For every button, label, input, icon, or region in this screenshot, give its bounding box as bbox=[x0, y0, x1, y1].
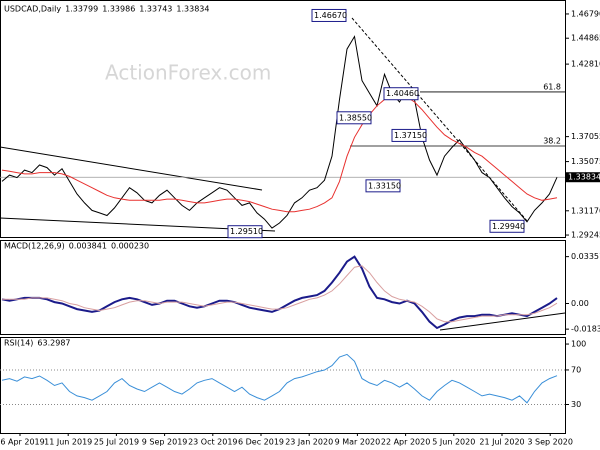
x-tick-label: 25 Jul 2019 bbox=[94, 438, 139, 447]
price-annotation: 1.40460 bbox=[386, 89, 419, 98]
y-tick-label: 1.35075 bbox=[571, 157, 600, 166]
price-annotation: 1.33150 bbox=[368, 181, 401, 190]
x-tick-label: 9 Mar 2020 bbox=[335, 438, 381, 447]
x-tick-label: 6 Dec 2019 bbox=[238, 438, 284, 447]
x-tick-label: 9 Sep 2019 bbox=[142, 438, 188, 447]
price-panel bbox=[0, 0, 566, 238]
y-tick-label: 30 bbox=[571, 400, 581, 409]
fib-label: 61.8 bbox=[543, 82, 561, 91]
indicator-readout: 0.003841 bbox=[69, 242, 107, 251]
panel-title: RSI(14) bbox=[4, 339, 33, 348]
ohlc-value: 1.33834 bbox=[176, 5, 209, 14]
price-annotation: 1.46670 bbox=[314, 11, 347, 20]
last-price-box bbox=[566, 172, 600, 183]
watermark: ActionForex.com bbox=[105, 61, 271, 85]
y-tick-label: 1.29245 bbox=[571, 231, 600, 240]
macd-trend-line bbox=[439, 312, 566, 331]
ohlc-value: 1.33743 bbox=[139, 5, 172, 14]
price-annotation-box bbox=[311, 8, 347, 22]
y-tick-label: 1.44865 bbox=[571, 34, 600, 43]
x-tick-label: 23 Jan 2020 bbox=[285, 438, 333, 447]
y-tick-label: 0.033515 bbox=[571, 252, 600, 261]
y-tick-label: -0.018324 bbox=[571, 325, 600, 334]
price-annotation-box bbox=[391, 128, 427, 142]
price-annotation: 1.38550 bbox=[339, 113, 372, 122]
macd-panel bbox=[0, 240, 566, 335]
x-tick-label: 11 Jun 2019 bbox=[44, 438, 92, 447]
price-annotation-box bbox=[489, 219, 525, 233]
price-annotation: 1.37150 bbox=[394, 131, 427, 140]
y-tick-label: 1.37055 bbox=[571, 132, 600, 141]
panel-title: USDCAD,Daily bbox=[4, 5, 61, 14]
y-tick-label: 1.46790 bbox=[571, 9, 600, 18]
x-tick-label: 22 Apr 2020 bbox=[381, 438, 430, 447]
price-annotation-box bbox=[336, 111, 372, 125]
panel-title: MACD(12,26,9) bbox=[4, 242, 65, 251]
indicator-readout: 63.2987 bbox=[37, 339, 70, 348]
series-line bbox=[1, 353, 558, 404]
y-tick-label: 1.31170 bbox=[571, 206, 600, 215]
trend-line bbox=[0, 146, 263, 191]
ohlc-value: 1.33799 bbox=[65, 5, 98, 14]
y-tick-label: 0.00 bbox=[571, 299, 589, 308]
price-annotation-box bbox=[365, 179, 401, 193]
rsi-panel bbox=[0, 337, 566, 434]
y-tick-label: 70 bbox=[571, 365, 581, 374]
price-annotation-box bbox=[383, 87, 419, 101]
x-tick-label: 5 Jun 2020 bbox=[432, 438, 475, 447]
y-tick-label: 100 bbox=[571, 340, 586, 349]
y-tick-label: 1.42810 bbox=[571, 60, 600, 69]
ohlc-value: 1.33986 bbox=[102, 5, 135, 14]
x-tick-label: 3 Sep 2020 bbox=[527, 438, 573, 447]
price-annotation: 1.29510 bbox=[230, 227, 263, 236]
x-tick-label: 23 Oct 2019 bbox=[188, 438, 237, 447]
indicator-readout: 0.000230 bbox=[111, 242, 149, 251]
last-price-label: 1.33834 bbox=[568, 173, 600, 182]
series-line bbox=[1, 95, 558, 213]
fib-label: 38.2 bbox=[543, 137, 561, 146]
price-annotation: 1.29940 bbox=[492, 222, 525, 231]
x-tick-label: 21 Jul 2020 bbox=[479, 438, 524, 447]
series-line bbox=[2, 265, 558, 323]
x-tick-label: 26 Apr 2019 bbox=[0, 438, 45, 447]
series-line bbox=[1, 35, 558, 229]
price-annotation-box bbox=[227, 225, 263, 239]
